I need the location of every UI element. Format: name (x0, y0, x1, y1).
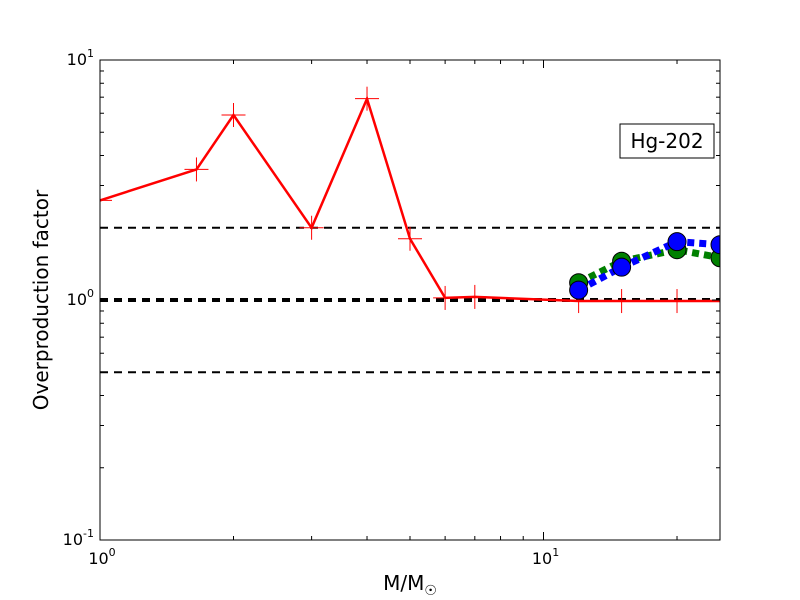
y-tick-label-1: 100 (67, 287, 94, 309)
x-tick-label-1: 101 (532, 546, 559, 568)
x-axis-label-text: M/M (383, 571, 424, 595)
series-0-point-3 (299, 215, 324, 240)
annotation-box: Hg-202 (619, 123, 715, 159)
x-tick-label-0: 100 (88, 546, 115, 568)
series-0-point-0 (100, 188, 112, 213)
series-0-point-5 (398, 226, 422, 251)
annotation-label: Hg-202 (630, 129, 703, 153)
series-0-point-10 (665, 289, 690, 314)
y-tick-label-2: 101 (67, 47, 94, 69)
y-tick-label-0: 10-1 (63, 527, 94, 549)
series-2-line (576, 238, 720, 294)
series-2-point-1 (612, 257, 632, 277)
series-2-point-3 (710, 235, 720, 255)
series-0-point-4 (355, 86, 380, 111)
series-0-point-1 (184, 157, 209, 182)
series-0-point-9 (609, 289, 634, 314)
series-2-point-2 (667, 232, 687, 252)
x-axis-label: M/M☉ (383, 571, 437, 599)
axis-ticks (99, 59, 720, 541)
series-0-point-6 (433, 285, 458, 310)
series-0-point-7 (462, 284, 487, 309)
series-0-point-11 (708, 289, 720, 314)
y-axis-label: Overproduction factor (29, 189, 53, 410)
series-2-point-0 (569, 280, 589, 300)
series-layer (100, 86, 720, 314)
x-axis-label-subscript: ☉ (424, 583, 437, 599)
series-0-point-2 (221, 102, 246, 127)
